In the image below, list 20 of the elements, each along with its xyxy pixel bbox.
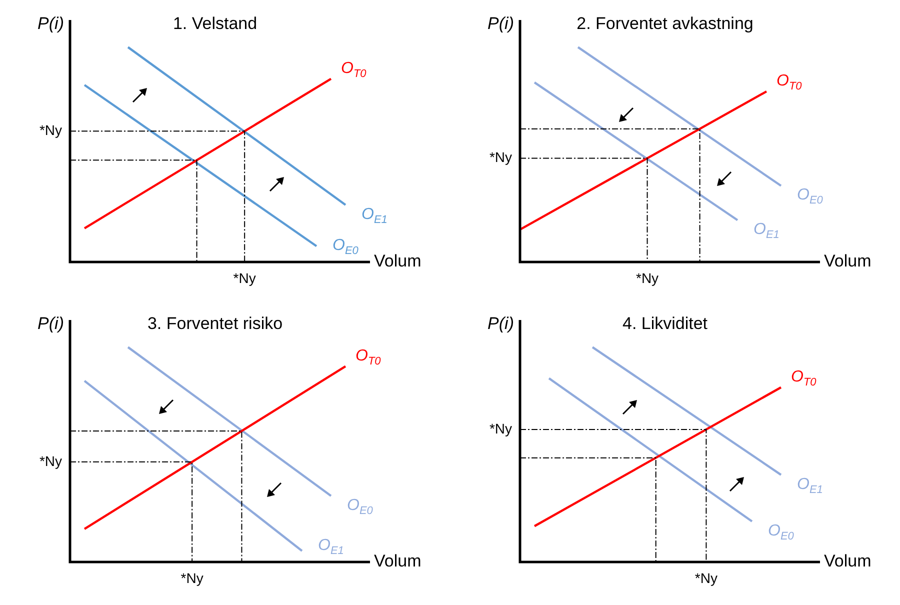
y-axis-title: P(i) [488, 314, 514, 334]
x-axis-title: Volum [374, 552, 422, 571]
y-axis-title: P(i) [488, 14, 514, 34]
chart-title: 4. Likviditet [622, 314, 708, 334]
x-axis-title: Volum [824, 552, 872, 571]
text: *Ny [636, 270, 659, 286]
chart-title: 2. Forventet avkastning [576, 14, 754, 34]
ref-line-label: *Ny [489, 420, 512, 436]
ref-line-label: *Ny [39, 122, 62, 138]
chart-title: 1. Velstand [172, 14, 258, 34]
x-axis-title: Volum [374, 252, 422, 271]
text: *Ny [694, 570, 718, 586]
text: *Ny [180, 570, 204, 586]
y-axis-title: P(i) [38, 14, 64, 34]
y-axis-title: P(i) [38, 314, 64, 334]
chart-title: 3. Forventet risiko [147, 314, 283, 334]
x-axis-title: Volum [824, 252, 872, 271]
ref-line-label: *Ny [39, 452, 62, 469]
ref-line-label: *Ny [489, 149, 512, 166]
text: *Ny [233, 270, 256, 286]
